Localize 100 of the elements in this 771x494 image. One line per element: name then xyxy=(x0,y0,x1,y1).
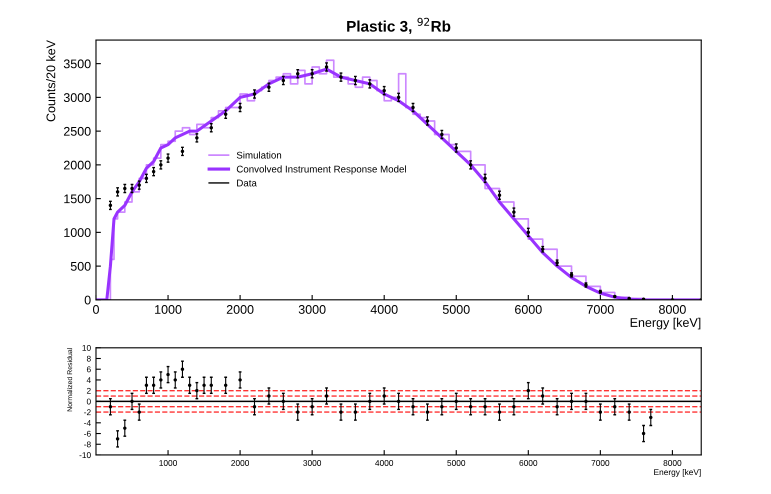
point xyxy=(137,183,141,187)
point xyxy=(166,372,170,376)
point xyxy=(468,405,472,408)
point xyxy=(108,204,112,208)
y-tick-label: 0 xyxy=(86,398,91,404)
point xyxy=(137,410,141,414)
point xyxy=(642,432,646,436)
point xyxy=(512,405,516,408)
chart-title: Plastic 3, $^{92}$Rb xyxy=(347,18,450,34)
point xyxy=(368,400,372,404)
point xyxy=(159,163,163,167)
y-tick-label: 2000 xyxy=(64,160,91,170)
x-axis-title: Energy [keV] xyxy=(630,318,700,330)
y-tick-label: -2 xyxy=(84,409,91,416)
point xyxy=(411,405,415,408)
point xyxy=(540,394,544,398)
x-tick-label: 8000 xyxy=(659,305,686,314)
point xyxy=(130,186,134,190)
y-tick-label: 3000 xyxy=(64,93,91,102)
point xyxy=(267,394,271,398)
point xyxy=(324,394,328,398)
y-tick-label: 8 xyxy=(86,356,91,362)
x-tick-label: 2000 xyxy=(226,305,254,314)
point xyxy=(296,410,300,414)
point xyxy=(498,194,502,197)
legend-label: Simulation xyxy=(236,151,282,159)
point xyxy=(195,136,199,140)
y-axis-title: Counts/20 keV xyxy=(46,40,56,122)
point xyxy=(339,410,343,414)
point xyxy=(598,410,602,414)
y-tick-label: 1500 xyxy=(64,194,91,204)
point xyxy=(512,210,516,214)
point xyxy=(426,119,430,123)
point xyxy=(252,92,256,96)
point xyxy=(324,65,328,69)
point xyxy=(526,388,530,392)
point xyxy=(339,75,343,79)
y-tick-label: 10 xyxy=(82,344,91,351)
point xyxy=(498,410,502,414)
point xyxy=(310,72,314,76)
point xyxy=(224,384,228,388)
y-tick-label: -6 xyxy=(84,430,91,437)
y-tick-label: 3500 xyxy=(64,59,91,68)
point xyxy=(411,106,415,110)
y-tick-label: -10 xyxy=(79,452,91,458)
point xyxy=(267,86,271,89)
point xyxy=(354,410,358,414)
x-tick-label: 7000 xyxy=(592,460,610,466)
point xyxy=(116,437,120,441)
x-tick-label: 6000 xyxy=(519,460,538,466)
point xyxy=(202,384,206,388)
point xyxy=(210,126,214,130)
point xyxy=(159,378,163,382)
y-tick-label: 2 xyxy=(86,388,91,394)
point xyxy=(426,410,430,414)
x-tick-label: 3000 xyxy=(298,305,326,314)
point xyxy=(382,88,386,92)
point xyxy=(296,72,300,76)
x-tick-label: 0 xyxy=(93,305,99,314)
point xyxy=(252,405,256,408)
y-tick-label: 2500 xyxy=(64,126,91,136)
point xyxy=(468,163,472,167)
point xyxy=(108,405,112,408)
point xyxy=(282,400,286,404)
point xyxy=(440,132,444,136)
point xyxy=(282,78,286,82)
point xyxy=(555,405,559,408)
point xyxy=(354,78,358,82)
point xyxy=(123,186,127,190)
point xyxy=(483,405,487,408)
point xyxy=(166,156,170,160)
x-tick-label: 2000 xyxy=(231,460,250,466)
point xyxy=(584,400,588,404)
point xyxy=(649,416,653,420)
x-axis-title: Energy [keV] xyxy=(654,468,701,477)
x-tick-label: 8000 xyxy=(664,460,682,466)
point xyxy=(310,405,314,408)
x-tick-label: 7000 xyxy=(587,305,614,314)
point xyxy=(440,405,444,408)
point xyxy=(174,378,177,382)
x-tick-label: 6000 xyxy=(515,305,542,314)
point xyxy=(188,384,192,388)
legend-label: Convolved Instrument Response Model xyxy=(236,165,406,174)
y-tick-label: 6 xyxy=(86,366,91,372)
point xyxy=(116,190,120,194)
x-tick-label: 3000 xyxy=(303,460,322,466)
y-tick-label: 1000 xyxy=(64,228,91,238)
point xyxy=(130,400,134,404)
point xyxy=(613,405,616,408)
point xyxy=(396,96,400,100)
legend-label: Data xyxy=(237,180,257,186)
point xyxy=(152,170,156,174)
point xyxy=(224,112,228,116)
point xyxy=(454,400,458,404)
point xyxy=(180,367,184,371)
point xyxy=(210,384,214,388)
y-tick-label: -8 xyxy=(84,441,91,448)
point xyxy=(144,176,148,180)
y-tick-label: 0 xyxy=(84,296,91,305)
point xyxy=(238,378,242,382)
